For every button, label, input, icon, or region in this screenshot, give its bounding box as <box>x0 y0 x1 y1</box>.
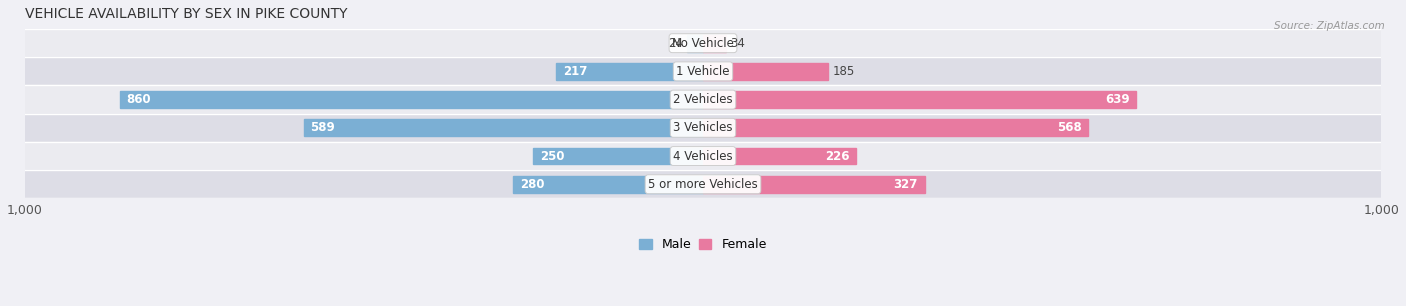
Text: 589: 589 <box>311 121 335 134</box>
Bar <box>25 114 1381 142</box>
Bar <box>686 35 703 52</box>
Text: 250: 250 <box>540 150 565 162</box>
Bar <box>533 147 703 165</box>
Bar <box>703 63 828 80</box>
Text: 24: 24 <box>668 37 683 50</box>
Bar <box>120 91 703 108</box>
Bar <box>703 91 1136 108</box>
Text: 4 Vehicles: 4 Vehicles <box>673 150 733 162</box>
Text: 185: 185 <box>832 65 855 78</box>
Bar <box>703 176 925 193</box>
Text: Source: ZipAtlas.com: Source: ZipAtlas.com <box>1274 21 1385 32</box>
Bar <box>25 85 1381 114</box>
Bar <box>555 63 703 80</box>
Text: 860: 860 <box>127 93 152 106</box>
Text: 226: 226 <box>825 150 849 162</box>
Bar <box>25 29 1381 57</box>
Text: VEHICLE AVAILABILITY BY SEX IN PIKE COUNTY: VEHICLE AVAILABILITY BY SEX IN PIKE COUN… <box>25 7 347 21</box>
Text: No Vehicle: No Vehicle <box>672 37 734 50</box>
Text: 280: 280 <box>520 178 544 191</box>
Text: 639: 639 <box>1105 93 1129 106</box>
Bar <box>25 170 1381 198</box>
Bar <box>304 119 703 136</box>
Text: 327: 327 <box>894 178 918 191</box>
Bar <box>513 176 703 193</box>
Bar <box>703 35 725 52</box>
Bar <box>25 57 1381 85</box>
Bar <box>25 142 1381 170</box>
Text: 1 Vehicle: 1 Vehicle <box>676 65 730 78</box>
Text: 2 Vehicles: 2 Vehicles <box>673 93 733 106</box>
Text: 3 Vehicles: 3 Vehicles <box>673 121 733 134</box>
Bar <box>703 147 856 165</box>
Text: 568: 568 <box>1057 121 1081 134</box>
Bar <box>703 119 1088 136</box>
Legend: Male, Female: Male, Female <box>640 238 766 251</box>
Text: 34: 34 <box>730 37 745 50</box>
Text: 5 or more Vehicles: 5 or more Vehicles <box>648 178 758 191</box>
Text: 217: 217 <box>562 65 586 78</box>
